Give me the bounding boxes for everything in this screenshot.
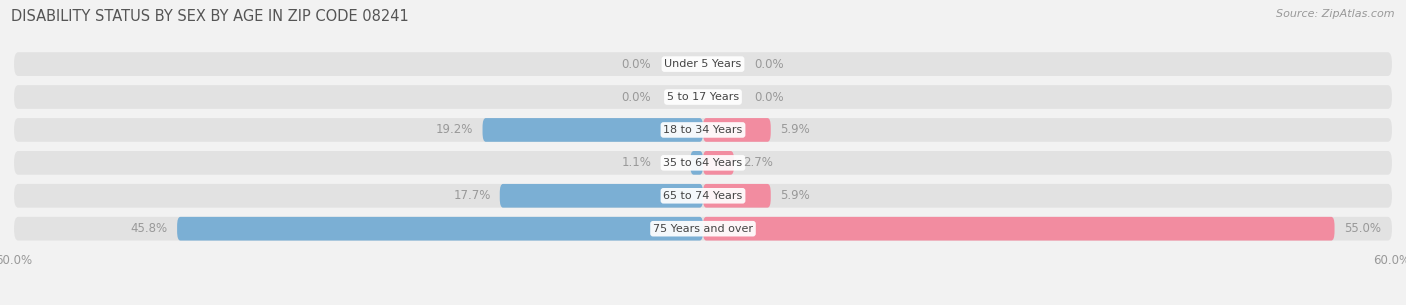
Text: DISABILITY STATUS BY SEX BY AGE IN ZIP CODE 08241: DISABILITY STATUS BY SEX BY AGE IN ZIP C… xyxy=(11,9,409,24)
Text: 65 to 74 Years: 65 to 74 Years xyxy=(664,191,742,201)
Text: 55.0%: 55.0% xyxy=(1344,222,1381,235)
FancyBboxPatch shape xyxy=(14,184,1392,208)
Text: 18 to 34 Years: 18 to 34 Years xyxy=(664,125,742,135)
Text: 19.2%: 19.2% xyxy=(436,124,474,136)
Text: 5.9%: 5.9% xyxy=(780,124,810,136)
Text: 17.7%: 17.7% xyxy=(453,189,491,202)
Text: 35 to 64 Years: 35 to 64 Years xyxy=(664,158,742,168)
Text: 75 Years and over: 75 Years and over xyxy=(652,224,754,234)
Text: 2.7%: 2.7% xyxy=(744,156,773,169)
Text: Under 5 Years: Under 5 Years xyxy=(665,59,741,69)
Text: 5 to 17 Years: 5 to 17 Years xyxy=(666,92,740,102)
FancyBboxPatch shape xyxy=(177,217,703,241)
Text: 0.0%: 0.0% xyxy=(621,91,651,103)
Text: 1.1%: 1.1% xyxy=(621,156,651,169)
FancyBboxPatch shape xyxy=(703,184,770,208)
Text: 0.0%: 0.0% xyxy=(621,58,651,70)
FancyBboxPatch shape xyxy=(703,118,770,142)
FancyBboxPatch shape xyxy=(14,151,1392,175)
FancyBboxPatch shape xyxy=(482,118,703,142)
Text: 0.0%: 0.0% xyxy=(755,91,785,103)
Legend: Male, Female: Male, Female xyxy=(636,300,770,305)
Text: 0.0%: 0.0% xyxy=(755,58,785,70)
FancyBboxPatch shape xyxy=(703,217,1334,241)
FancyBboxPatch shape xyxy=(703,151,734,175)
FancyBboxPatch shape xyxy=(499,184,703,208)
FancyBboxPatch shape xyxy=(690,151,703,175)
FancyBboxPatch shape xyxy=(14,217,1392,241)
FancyBboxPatch shape xyxy=(14,85,1392,109)
FancyBboxPatch shape xyxy=(14,52,1392,76)
FancyBboxPatch shape xyxy=(14,118,1392,142)
Text: 5.9%: 5.9% xyxy=(780,189,810,202)
Text: Source: ZipAtlas.com: Source: ZipAtlas.com xyxy=(1277,9,1395,19)
Text: 45.8%: 45.8% xyxy=(131,222,167,235)
